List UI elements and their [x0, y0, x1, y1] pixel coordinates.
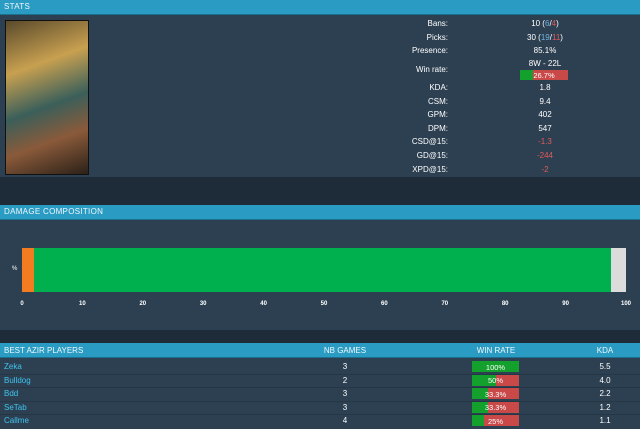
- category-label: %: [12, 266, 18, 272]
- games: 3: [342, 402, 348, 412]
- stats-panel: [0, 15, 640, 177]
- stat-value-part: /: [549, 19, 552, 28]
- stat-value-part: /: [549, 33, 552, 42]
- stat-label: Bans:: [427, 19, 448, 28]
- stat-label: Picks:: [426, 33, 448, 42]
- stat-value-part: 6: [544, 19, 550, 28]
- stat-value: 547: [538, 124, 552, 133]
- row-divider: [0, 400, 640, 402]
- win-rate-label: 100%: [485, 362, 506, 372]
- players-panel: [0, 358, 640, 429]
- games: 4: [342, 416, 348, 425]
- x-tick-label: 50: [320, 301, 328, 307]
- stat-label: CSM:: [428, 97, 448, 106]
- win-rate-label: 50%: [487, 376, 503, 385]
- stat-label: Win rate:: [415, 65, 448, 74]
- win-rate-fill: [472, 388, 488, 399]
- kda: 5.5: [599, 362, 611, 371]
- win-rate-fill: [472, 374, 496, 386]
- stat-value-part: 30 (: [527, 33, 541, 42]
- column-header: KDA: [596, 346, 614, 355]
- win-rate-bar: 100%: [472, 361, 519, 372]
- column-header: WIN RATE: [476, 346, 516, 355]
- column-header: BEST AZIR PLAYERS: [4, 346, 84, 355]
- win-rate-label: 25%: [487, 416, 503, 426]
- x-tick-label: 30: [199, 301, 207, 307]
- stat-value-part: 11: [551, 33, 561, 42]
- stat-value-part: ): [556, 19, 559, 28]
- stat-value: -1.3: [538, 137, 552, 146]
- win-rate-fill: [520, 70, 533, 80]
- stat-value: 30 (19/11): [445, 33, 640, 42]
- x-tick-label: 40: [260, 301, 267, 307]
- stat-label: GPM:: [427, 110, 448, 119]
- win-rate-fill: [472, 401, 488, 413]
- champion-image: [5, 20, 89, 175]
- x-tick-label: 20: [139, 301, 147, 307]
- kda: 4.0: [599, 375, 611, 385]
- row-divider: [0, 387, 640, 388]
- x-tick-label: 0: [20, 301, 24, 307]
- section-title: STATS: [4, 2, 31, 11]
- kda: 1.1: [599, 416, 611, 425]
- stats-header: STATS: [0, 0, 640, 15]
- stat-value: 9.4: [539, 97, 551, 106]
- stat-label: GD@15:: [416, 151, 448, 160]
- stat-label: XPD@15:: [412, 165, 448, 174]
- stat-value: 85.1%: [533, 46, 557, 55]
- stat-value-part: 19: [540, 33, 550, 42]
- stat-value: -244: [536, 151, 553, 160]
- games: 3: [342, 362, 348, 371]
- player-name[interactable]: Zeka: [4, 362, 22, 371]
- kda: 1.2: [599, 402, 611, 412]
- win-record: 8W - 22L: [528, 59, 562, 68]
- stat-label: DPM:: [428, 124, 448, 133]
- win-rate-label: 33.3%: [484, 403, 507, 412]
- stat-value: 1.8: [539, 83, 551, 92]
- x-tick-label: 100: [620, 301, 631, 307]
- stat-value: 402: [538, 110, 552, 119]
- player-name[interactable]: SeTab: [4, 402, 27, 412]
- win-rate-fill: [472, 415, 484, 426]
- players-header: [0, 343, 640, 358]
- x-tick-label: 70: [441, 301, 449, 307]
- win-rate-label: 26.7%: [533, 71, 555, 80]
- win-rate-label: 33.3%: [484, 389, 507, 399]
- stat-value: 10 (6/4): [445, 19, 640, 28]
- column-header: NB GAMES: [323, 346, 367, 355]
- stat-value-part: 4: [551, 19, 557, 28]
- stat-label: CSD@15:: [411, 137, 448, 146]
- stat-value-part: 10 (: [531, 19, 545, 28]
- section-title: DAMAGE COMPOSITION: [4, 207, 104, 216]
- player-name[interactable]: Callme: [4, 416, 29, 425]
- bar-segment: [34, 248, 611, 292]
- x-tick-label: 90: [562, 301, 569, 307]
- kda: 2.2: [599, 389, 611, 398]
- win-rate-bar: 25%: [472, 415, 519, 426]
- bar-segment: [22, 248, 35, 292]
- player-name[interactable]: Bulldog: [4, 375, 31, 385]
- x-tick-label: 80: [501, 301, 509, 307]
- stat-label: Presence:: [411, 46, 448, 55]
- win-rate-bar: 26.7%: [520, 70, 568, 80]
- row-divider: [0, 414, 640, 415]
- stat-value: -2: [541, 165, 549, 174]
- damage-header: DAMAGE COMPOSITION: [0, 205, 640, 220]
- row-divider: [0, 373, 640, 375]
- games: 3: [342, 389, 348, 398]
- x-tick-label: 10: [79, 301, 86, 307]
- win-rate-fill: [472, 361, 519, 372]
- win-rate-bar: 33.3%: [472, 388, 519, 399]
- stat-value-part: ): [560, 33, 563, 42]
- player-name[interactable]: Bdd: [4, 389, 19, 398]
- games: 2: [342, 375, 348, 385]
- win-rate-bar: 33.3%: [472, 401, 519, 413]
- bar-segment: [610, 248, 626, 292]
- win-rate-bar: 50%: [472, 374, 519, 386]
- x-tick-label: 60: [381, 301, 388, 307]
- stat-label: KDA:: [429, 83, 448, 92]
